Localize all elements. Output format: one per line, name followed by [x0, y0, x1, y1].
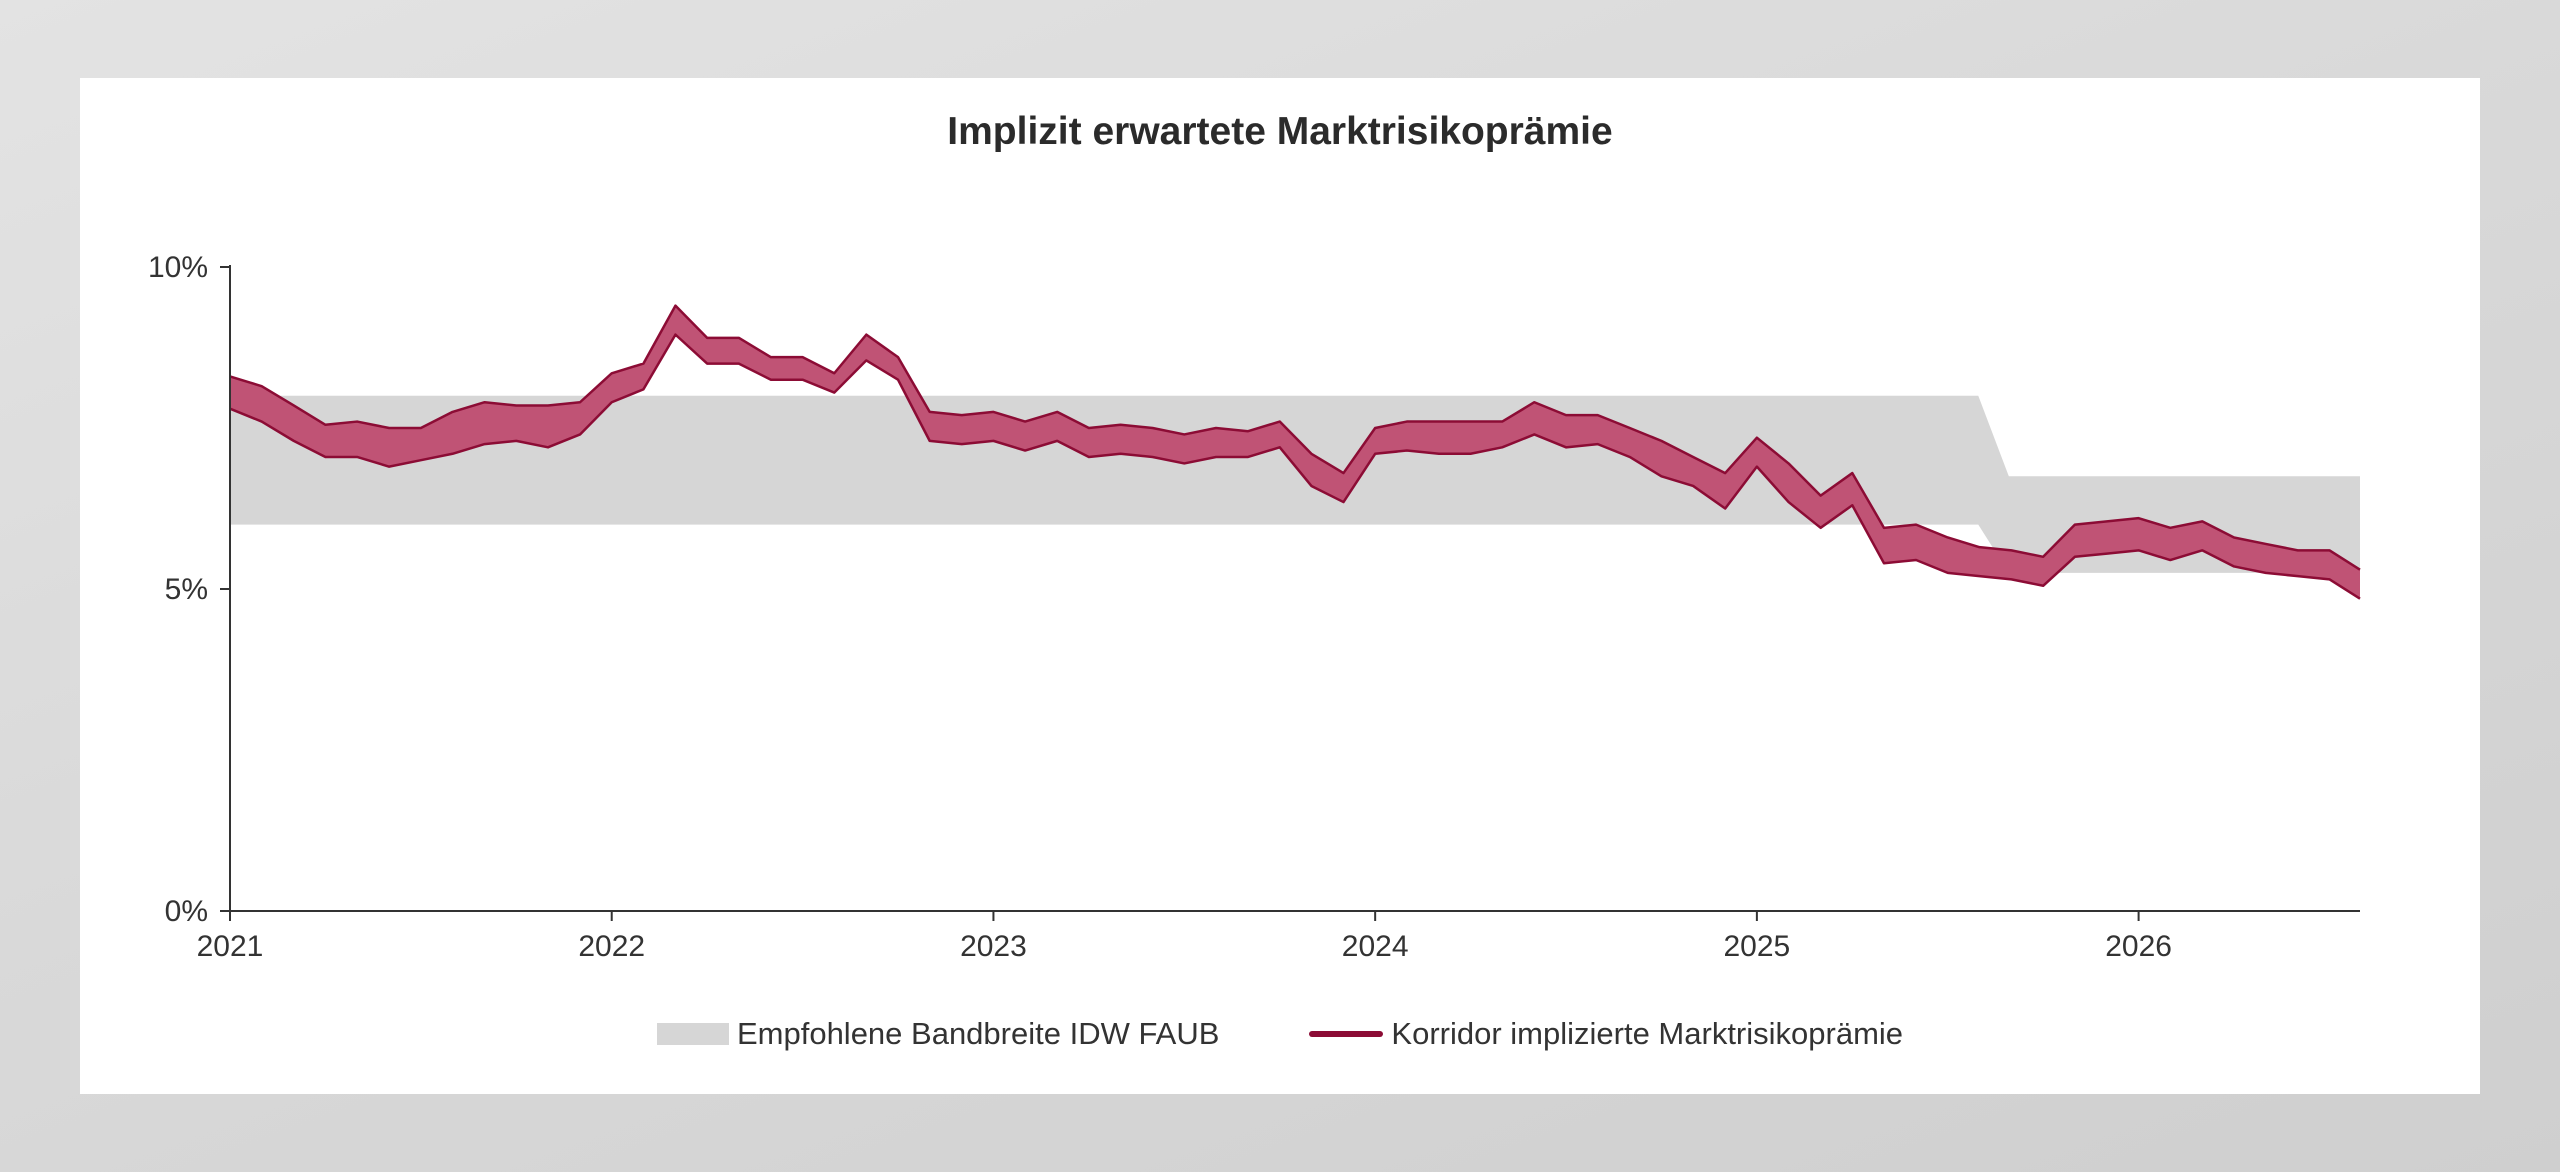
- legend-label-corridor: Korridor implizierte Marktrisikoprämie: [1391, 1016, 1904, 1051]
- y-tick-label: 10%: [148, 251, 208, 284]
- corridor-area: [230, 305, 2360, 599]
- legend-item-corridor: Korridor implizierte Marktrisikoprämie: [1309, 1016, 1903, 1052]
- x-tick-label: 2023: [960, 930, 1027, 963]
- x-tick-label: 2021: [197, 930, 264, 963]
- legend-item-band: Empfohlene Bandbreite IDW FAUB: [656, 1016, 1220, 1052]
- band-area: [230, 395, 2360, 573]
- x-tick-label: 2026: [2105, 930, 2172, 963]
- x-tick-label: 2025: [1724, 930, 1791, 963]
- legend-swatch-corridor: [1309, 1031, 1384, 1037]
- y-tick-label: 0%: [165, 895, 208, 928]
- chart-legend: Empfohlene Bandbreite IDW FAUB Korridor …: [80, 1016, 2480, 1052]
- x-tick-label: 2022: [578, 930, 645, 963]
- legend-swatch-band: [656, 1023, 729, 1045]
- legend-label-band: Empfohlene Bandbreite IDW FAUB: [736, 1016, 1220, 1051]
- x-tick-label: 2024: [1342, 930, 1409, 963]
- y-tick-label: 5%: [165, 573, 208, 606]
- chart-plot: 0% 5% 10% 2021 2022 2023 2024 2025 2026: [148, 251, 2361, 963]
- corridor-upper-line: [229, 304, 2361, 571]
- chart-title: Implizit erwartete Marktrisikoprämie: [947, 110, 1613, 153]
- chart-card: Implizit erwartete Marktrisikoprämie 0% 5…: [80, 78, 2480, 1094]
- corridor-lower-line: [229, 333, 2361, 600]
